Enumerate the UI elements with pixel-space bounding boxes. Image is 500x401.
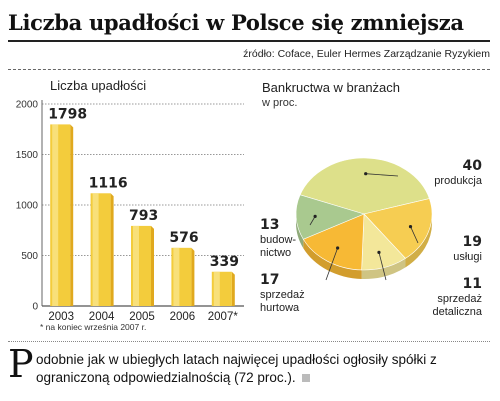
- pie-leader-dot: [377, 250, 381, 254]
- bar-chart-title: Liczba upadłości: [50, 78, 147, 93]
- bar-value-label: 793: [129, 208, 158, 224]
- pie-category-label: detaliczna: [432, 306, 482, 318]
- pie-leader-line: [410, 226, 419, 244]
- y-tick-label: 1000: [16, 201, 39, 212]
- y-tick-label: 0: [32, 302, 38, 313]
- bar-side: [191, 247, 195, 306]
- bar-highlight: [213, 271, 220, 306]
- x-tick-label: 2006: [170, 311, 196, 323]
- drop-cap: P: [8, 342, 34, 386]
- dashed-divider: [8, 69, 490, 70]
- infographic-charts: 0 500 1000 1500 2000 1798 2003 1116 2004 793 2005 5…: [16, 100, 483, 324]
- end-square-icon: [301, 374, 310, 383]
- pie-slice-side: [303, 239, 362, 279]
- pie-leader-dot: [336, 246, 340, 250]
- pie-leader-dot: [364, 172, 368, 176]
- pie-slice-side: [405, 214, 432, 268]
- x-tick-label: 2004: [89, 311, 115, 323]
- bar-value-label: 339: [210, 254, 239, 270]
- pie-slice-side: [361, 258, 406, 279]
- bar-side: [231, 271, 235, 306]
- x-tick-label: 2005: [129, 311, 155, 323]
- y-tick-label: 1500: [16, 150, 39, 161]
- pie-leader-line: [378, 252, 387, 281]
- pie-leader-line: [325, 247, 338, 281]
- bar-highlight: [52, 124, 59, 306]
- pie-value-label: 11: [463, 276, 482, 292]
- pie-category-label: usługi: [453, 251, 482, 263]
- pie-category-label: sprzedaż: [260, 289, 305, 301]
- pie-value-label: 19: [463, 234, 482, 250]
- body-text: odobnie jak w ubiegłych latach najwięcej…: [36, 352, 437, 385]
- pie-category-label: hurtowa: [260, 302, 300, 314]
- pie-slice: [302, 213, 365, 271]
- pie-value-label: 17: [260, 272, 279, 288]
- pie-slice: [295, 194, 365, 240]
- bar-side: [70, 124, 74, 306]
- body-paragraph: odobnie jak w ubiegłych latach najwięcej…: [36, 351, 476, 387]
- bar-value-label: 1116: [89, 175, 128, 191]
- pie-value-label: 40: [463, 158, 483, 174]
- bar-side: [110, 193, 114, 306]
- y-tick-label: 2000: [16, 100, 39, 111]
- pie-category-label: budow-: [260, 234, 296, 246]
- bar-value-label: 1798: [48, 106, 87, 122]
- pie-slice-side: [296, 214, 304, 249]
- x-tick-label: 2007*: [208, 311, 239, 323]
- footnote: * na koniec września 2007 r.: [40, 322, 147, 332]
- pie-leader-dot: [313, 214, 317, 218]
- x-tick-label: 2003: [48, 311, 74, 323]
- y-tick-label: 500: [21, 251, 38, 262]
- title-rule: [8, 40, 490, 42]
- pie-leader-line: [309, 216, 316, 226]
- source-note: źródło: Coface, Euler Hermes Zarządzanie…: [243, 48, 490, 60]
- pie-slice: [299, 157, 430, 215]
- pie-leader-line: [365, 173, 399, 177]
- bar-side: [151, 225, 154, 306]
- pie-chart-unit: w proc.: [262, 97, 298, 109]
- pie-leader-dot: [408, 224, 413, 229]
- bar-highlight: [92, 193, 99, 306]
- page-title: Liczba upadłości w Polsce się zmniejsza: [8, 10, 464, 35]
- pie-chart: 40produkcja19usługi11sprzedażdetaliczna1…: [260, 157, 483, 318]
- pie-slice: [363, 198, 433, 259]
- pie-chart-title: Bankructwa w branżach: [262, 80, 401, 95]
- pie-category-label: nictwo: [260, 247, 291, 259]
- bar-highlight: [173, 247, 180, 306]
- pie-value-label: 13: [260, 217, 279, 233]
- bar-highlight: [133, 225, 139, 306]
- bar-value-label: 576: [169, 230, 198, 246]
- bottom-divider: [8, 341, 490, 342]
- pie-category-label: sprzedaż: [437, 293, 482, 305]
- bar-chart: 0 500 1000 1500 2000 1798 2003 1116 2004 793 2005 5…: [16, 100, 244, 323]
- pie-category-label: produkcja: [434, 175, 483, 187]
